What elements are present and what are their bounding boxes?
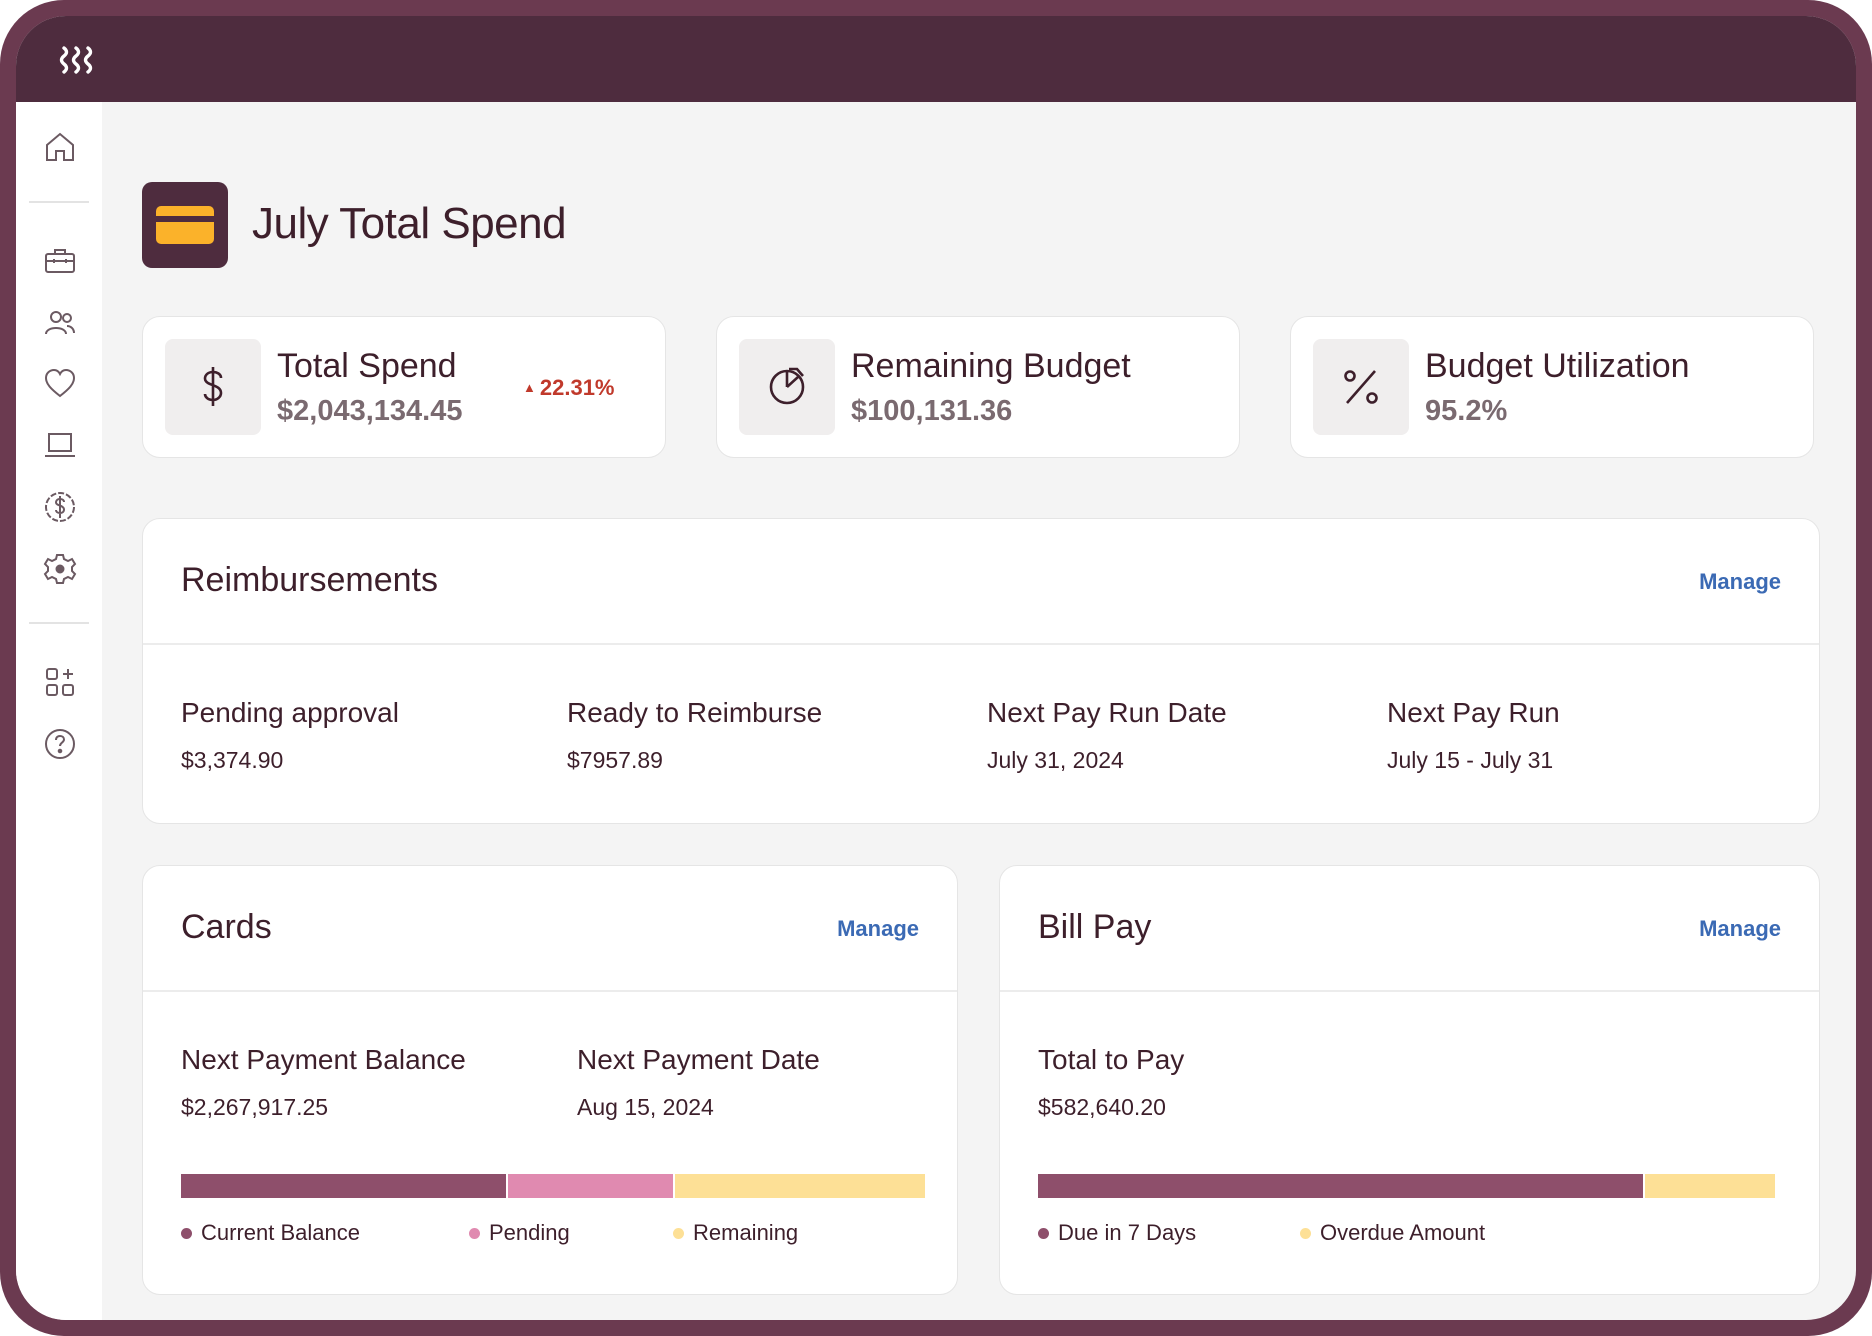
heart-icon[interactable]: [43, 367, 77, 401]
legend-current-balance: Current Balance: [181, 1220, 360, 1246]
legend-remaining: Remaining: [673, 1220, 798, 1246]
panel-header: Reimbursements Manage: [143, 519, 1819, 645]
stat-label: Budget Utilization: [1425, 347, 1690, 385]
bill-pay-manage-link[interactable]: Manage: [1699, 916, 1781, 941]
panel-header: Bill Pay Manage: [1000, 866, 1819, 992]
bill-pay-stacked-bar: [1038, 1174, 1775, 1198]
metric-value: Aug 15, 2024: [577, 1094, 714, 1120]
stat-value: 95.2%: [1425, 395, 1508, 427]
metric-label: Next Pay Run Date: [987, 697, 1227, 728]
percent-icon: [1313, 339, 1409, 435]
app-screen: July Total Spend Total Spend $2,043,134.…: [16, 16, 1856, 1320]
legend-due-in-7-days: Due in 7 Days: [1038, 1220, 1196, 1246]
app-logo-icon[interactable]: [58, 44, 98, 76]
gear-icon[interactable]: [43, 552, 77, 586]
home-icon[interactable]: [43, 130, 77, 164]
sidebar: [16, 102, 102, 1320]
legend-label: Current Balance: [201, 1220, 360, 1245]
stat-value: $2,043,134.45: [277, 395, 463, 427]
people-icon[interactable]: [43, 306, 77, 340]
dollar-circle-icon[interactable]: [43, 490, 77, 524]
legend-dot: [181, 1227, 192, 1239]
main-content: July Total Spend Total Spend $2,043,134.…: [102, 102, 1856, 1320]
metric-label: Next Pay Run: [1387, 697, 1560, 728]
cards-bar-segment-pending: [508, 1174, 673, 1198]
apps-add-icon[interactable]: [43, 665, 77, 699]
metric-label: Total to Pay: [1038, 1044, 1185, 1075]
sidebar-divider: [29, 201, 89, 203]
help-icon[interactable]: [43, 727, 77, 761]
legend-pending: Pending: [469, 1220, 570, 1246]
bill-pay-bar-segment-overdue-amount: [1645, 1174, 1775, 1198]
panel-title: Bill Pay: [1038, 908, 1152, 946]
stat-card-budget-utilization[interactable]: Budget Utilization 95.2%: [1290, 316, 1814, 458]
laptop-icon[interactable]: [43, 428, 77, 462]
metric-label: Pending approval: [181, 697, 399, 728]
metric-value: July 31, 2024: [987, 747, 1124, 773]
stat-label: Remaining Budget: [851, 347, 1131, 385]
legend-label: Due in 7 Days: [1058, 1220, 1197, 1245]
metric-value: $582,640.20: [1038, 1094, 1166, 1120]
cards-bar-segment-remaining: [675, 1174, 925, 1198]
metric-value: $3,374.90: [181, 747, 284, 773]
cards-stacked-bar: [181, 1174, 925, 1198]
stat-card-remaining-budget[interactable]: Remaining Budget $100,131.36: [716, 316, 1240, 458]
stat-value: $100,131.36: [851, 395, 1013, 427]
legend-label: Overdue Amount: [1320, 1220, 1486, 1245]
briefcase-icon[interactable]: [43, 244, 77, 278]
metric-value: $7957.89: [567, 747, 663, 773]
stat-label: Total Spend: [277, 347, 457, 385]
cards-bar-segment-current-balance: [181, 1174, 506, 1198]
cards-manage-link[interactable]: Manage: [837, 916, 919, 941]
cards-panel: Cards Manage Next Payment Balance $2,267…: [142, 865, 958, 1295]
trend-badge: ▲ 22.31%: [523, 375, 615, 401]
legend-dot: [469, 1227, 480, 1239]
dollar-icon: [165, 339, 261, 435]
pie-chart-icon: [739, 339, 835, 435]
credit-card-icon: [142, 182, 228, 268]
metric-label: Next Payment Date: [577, 1044, 820, 1075]
stat-card-total-spend[interactable]: Total Spend $2,043,134.45 ▲ 22.31%: [142, 316, 666, 458]
legend-label: Pending: [489, 1220, 570, 1245]
top-bar: [16, 16, 1856, 102]
metric-label: Next Payment Balance: [181, 1044, 466, 1075]
page-title: July Total Spend: [252, 199, 567, 248]
legend-overdue-amount: Overdue Amount: [1300, 1220, 1485, 1246]
bill-pay-bar-segment-due-in-7-days: [1038, 1174, 1643, 1198]
reimbursements-manage-link[interactable]: Manage: [1699, 569, 1781, 594]
panel-title: Cards: [181, 908, 272, 946]
metric-label: Ready to Reimburse: [567, 697, 823, 728]
reimbursements-panel: Reimbursements Manage Pending approval $…: [142, 518, 1820, 824]
legend-dot: [673, 1227, 684, 1239]
bill-pay-panel: Bill Pay Manage Total to Pay $582,640.20…: [999, 865, 1820, 1295]
trend-up-icon: ▲: [523, 380, 536, 395]
panel-title: Reimbursements: [181, 561, 438, 599]
legend-dot: [1038, 1227, 1049, 1239]
panel-header: Cards Manage: [143, 866, 957, 992]
legend-dot: [1300, 1227, 1311, 1239]
sidebar-divider: [29, 622, 89, 624]
metric-value: $2,267,917.25: [181, 1094, 329, 1120]
trend-value: 22.31%: [539, 375, 615, 400]
legend-label: Remaining: [693, 1220, 799, 1245]
metric-value: July 15 - July 31: [1387, 747, 1554, 773]
